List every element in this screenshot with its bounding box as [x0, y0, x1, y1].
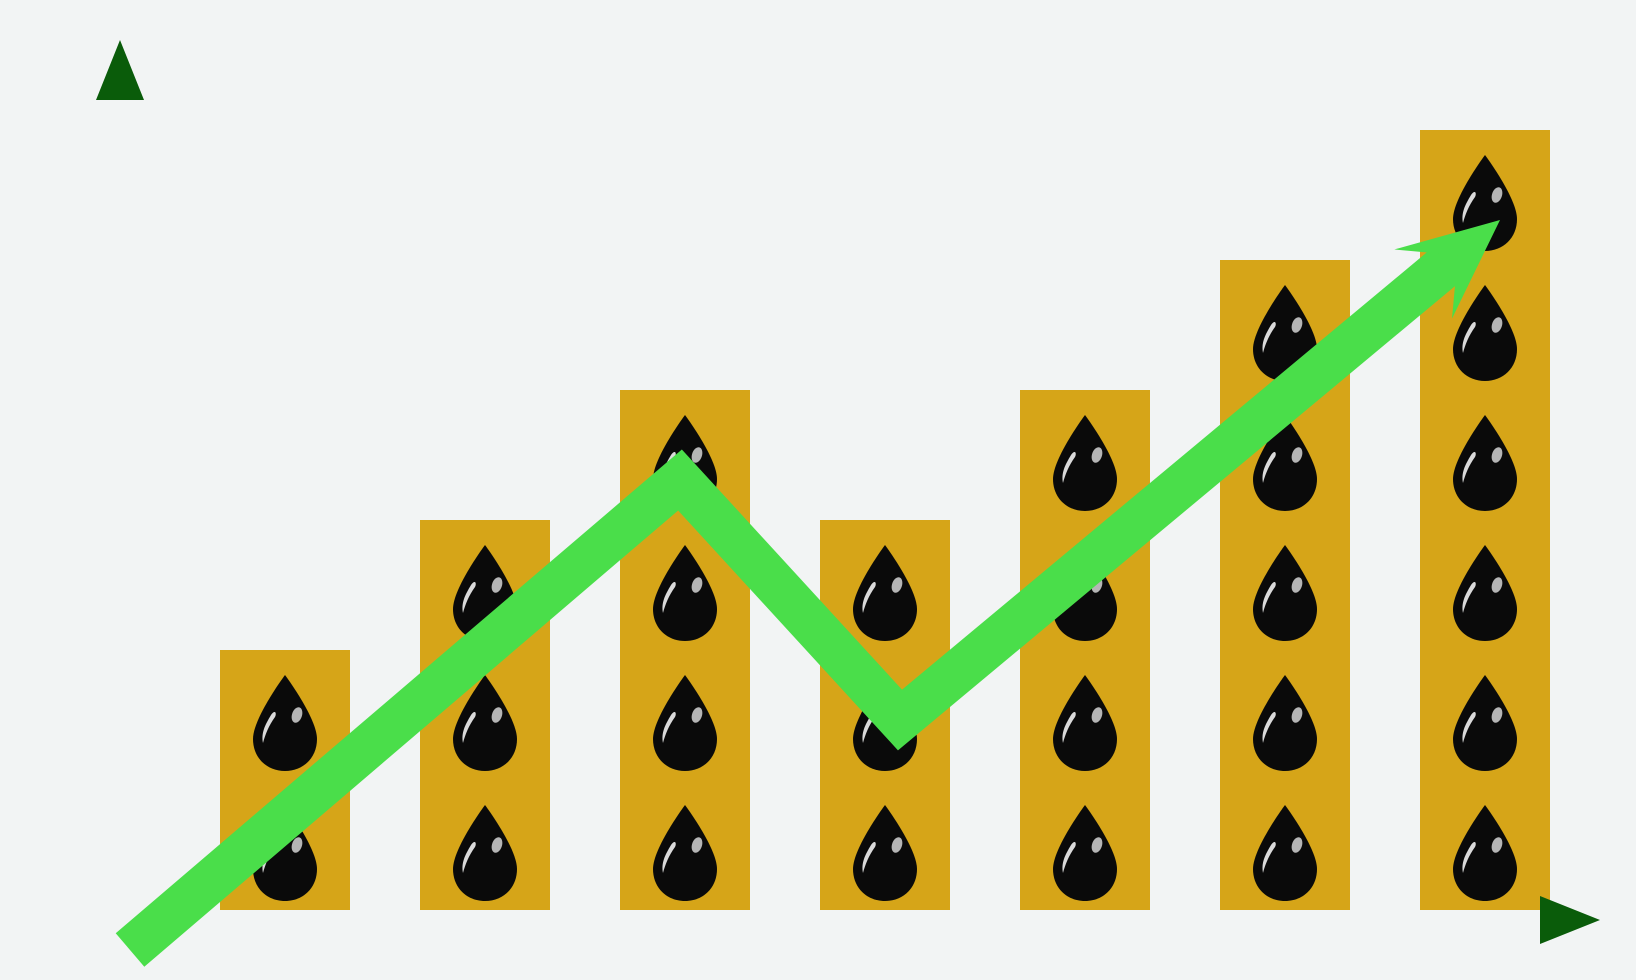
bar	[1020, 390, 1150, 910]
y-axis-arrowhead-icon	[96, 40, 144, 100]
x-axis-arrowhead-icon	[1540, 896, 1600, 944]
bar	[420, 520, 550, 910]
bars-group	[220, 130, 1550, 910]
oil-price-growth-chart	[0, 0, 1636, 980]
